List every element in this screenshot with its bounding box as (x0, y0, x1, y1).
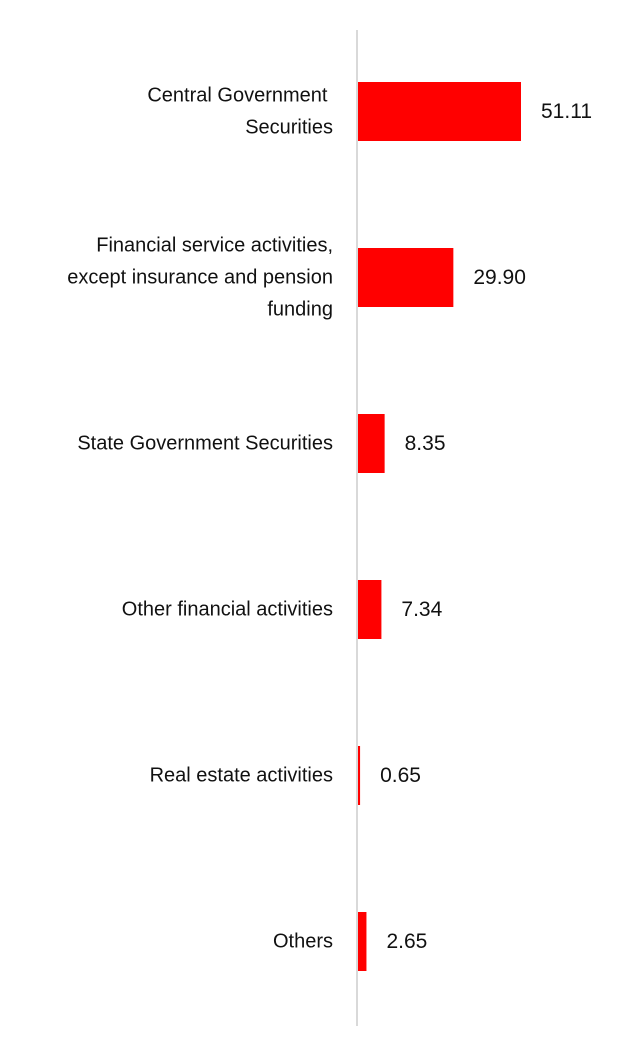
category-label-0: Central Government Securities (147, 85, 333, 139)
bars-group (358, 82, 521, 971)
value-label-4: 0.65 (380, 764, 421, 787)
category-label-line: Other financial activities (122, 599, 333, 621)
value-label-3: 7.34 (401, 598, 442, 621)
category-label-line: except insurance and pension (67, 267, 333, 289)
category-label-line: funding (267, 299, 333, 321)
bar-5 (358, 912, 367, 971)
category-label-line: Real estate activities (150, 765, 333, 787)
category-label-1: Financial service activities, except insu… (67, 235, 333, 321)
category-label-line: Central Government (147, 85, 333, 107)
bar-2 (358, 414, 385, 473)
category-label-line: Securities (245, 117, 333, 139)
bar-1 (358, 248, 454, 307)
value-label-2: 8.35 (405, 432, 446, 455)
category-label-line: Financial service activities, (96, 235, 333, 257)
category-label-3: Other financial activities (122, 599, 333, 621)
category-label-5: Others (273, 931, 333, 953)
category-label-line: Others (273, 931, 333, 953)
bar-4 (358, 746, 361, 805)
category-labels-group: Central Government Securities Financial s… (67, 85, 333, 953)
bar-3 (358, 580, 382, 639)
value-label-1: 29.90 (473, 266, 526, 289)
bar-0 (358, 82, 521, 141)
value-label-0: 51.11 (541, 100, 592, 123)
category-label-2: State Government Securities (77, 433, 333, 455)
value-labels-group: 51.11 29.90 8.35 7.34 0.65 2.65 (380, 100, 592, 953)
category-label-line: State Government Securities (77, 433, 333, 455)
value-label-5: 2.65 (386, 930, 427, 953)
category-label-4: Real estate activities (150, 765, 333, 787)
